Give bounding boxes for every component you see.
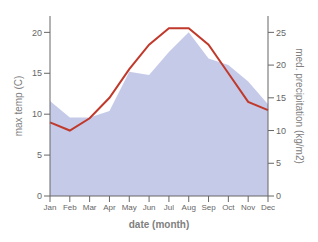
svg-text:5: 5: [276, 158, 281, 168]
svg-text:5: 5: [37, 150, 42, 160]
svg-text:15: 15: [276, 93, 286, 103]
svg-text:Aug: Aug: [182, 203, 196, 212]
svg-text:0: 0: [37, 191, 42, 201]
svg-text:Nov: Nov: [241, 203, 255, 212]
svg-text:25: 25: [276, 28, 286, 38]
svg-text:10: 10: [276, 126, 286, 136]
svg-text:max temp (C): max temp (C): [13, 76, 24, 137]
svg-text:May: May: [122, 203, 137, 212]
svg-text:Feb: Feb: [63, 203, 77, 212]
svg-text:Mar: Mar: [83, 203, 97, 212]
svg-text:20: 20: [276, 60, 286, 70]
svg-text:0: 0: [276, 191, 281, 201]
svg-text:10: 10: [32, 109, 42, 119]
svg-text:Jan: Jan: [44, 203, 57, 212]
svg-text:Jun: Jun: [143, 203, 156, 212]
svg-text:Dec: Dec: [261, 203, 275, 212]
svg-text:date (month): date (month): [129, 219, 190, 230]
svg-text:Apr: Apr: [103, 203, 116, 212]
svg-text:Jul: Jul: [164, 203, 174, 212]
svg-text:Sep: Sep: [201, 203, 216, 212]
svg-text:15: 15: [32, 68, 42, 78]
svg-text:20: 20: [32, 28, 42, 38]
svg-text:med. precipitation (kg/m2): med. precipitation (kg/m2): [294, 48, 305, 164]
svg-text:Oct: Oct: [222, 203, 235, 212]
